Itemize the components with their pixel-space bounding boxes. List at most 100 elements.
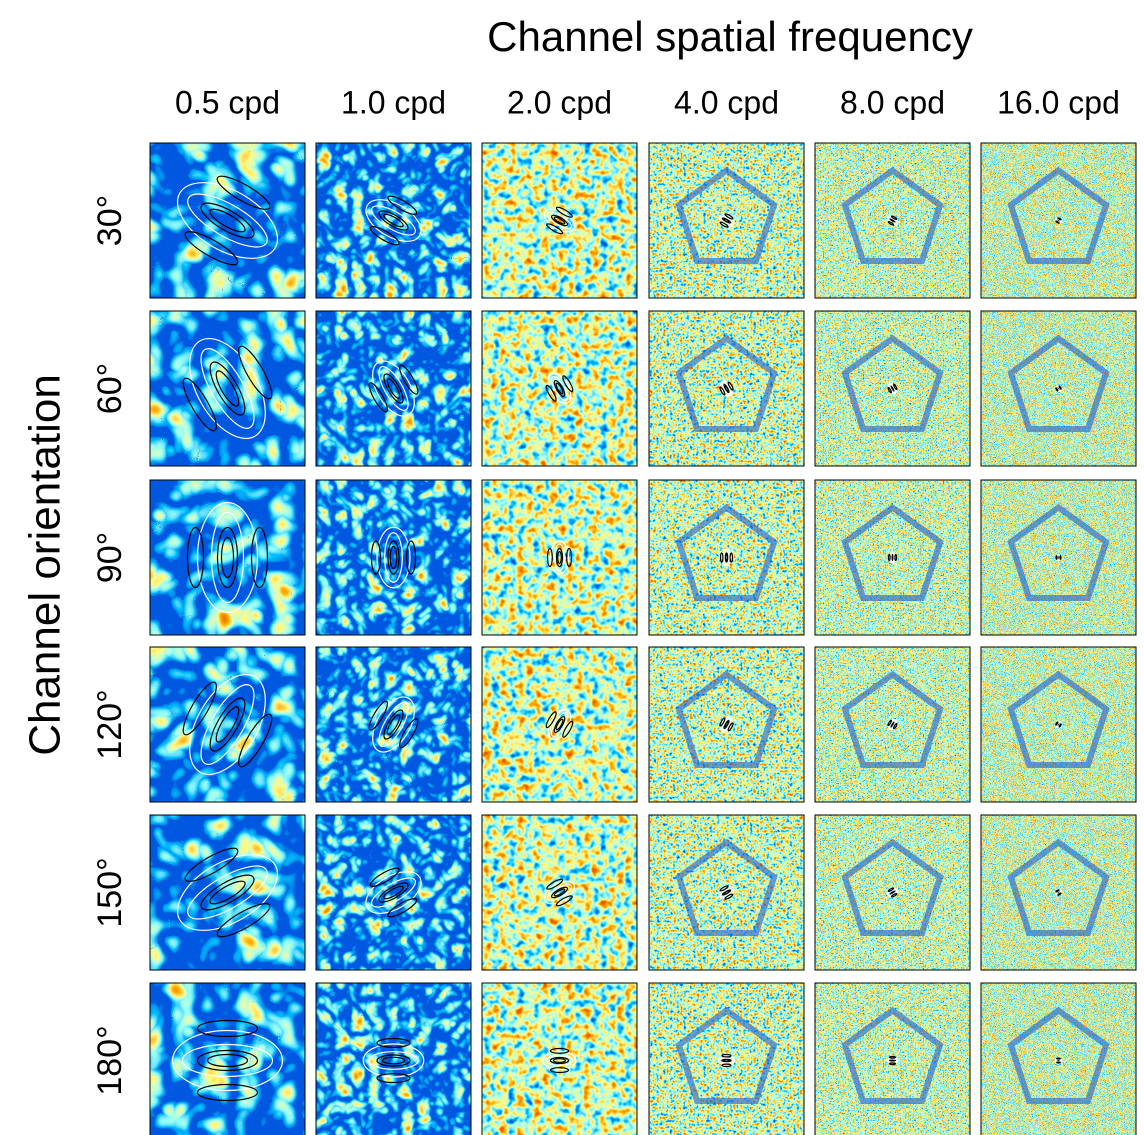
contour xyxy=(1057,892,1062,896)
panel-image xyxy=(316,983,471,1135)
pentagon-outline xyxy=(1007,334,1110,432)
contour xyxy=(362,1043,425,1078)
contour xyxy=(200,874,255,911)
contour xyxy=(189,673,266,776)
contour xyxy=(171,1029,284,1092)
contour xyxy=(725,553,728,562)
contour xyxy=(365,199,422,242)
contour xyxy=(200,684,255,765)
panel-border xyxy=(980,310,1137,467)
contour xyxy=(1055,555,1058,560)
phase-map-panel xyxy=(648,142,805,299)
filter-contours xyxy=(718,885,735,900)
contour xyxy=(721,381,732,396)
panel-border xyxy=(980,982,1137,1135)
contour xyxy=(887,1058,898,1063)
phase-map-panel xyxy=(315,646,472,803)
panel-image xyxy=(150,311,305,466)
contour xyxy=(889,1059,896,1062)
contour xyxy=(399,718,419,749)
contour xyxy=(1055,889,1060,893)
phase-map-panel xyxy=(814,142,971,299)
row-label: 150° xyxy=(91,857,129,927)
phase-map-panel xyxy=(481,310,638,467)
panel-border xyxy=(315,814,472,971)
contour xyxy=(550,375,569,402)
contour xyxy=(182,377,217,432)
panel-border xyxy=(980,142,1137,299)
contour xyxy=(724,721,729,728)
contour xyxy=(727,722,734,732)
contour xyxy=(186,526,205,589)
phase-map-panel xyxy=(648,310,805,467)
contour xyxy=(550,886,569,899)
contour xyxy=(545,711,557,729)
filter-contours xyxy=(176,175,279,266)
phase-map-panel xyxy=(648,646,805,803)
column-label: 16.0 cpd xyxy=(997,84,1120,120)
contour xyxy=(890,386,895,391)
contour xyxy=(547,372,572,405)
contour xyxy=(724,893,734,900)
filter-contours xyxy=(717,1053,736,1068)
contour xyxy=(369,867,400,887)
contour xyxy=(176,182,279,259)
filter-contours xyxy=(719,548,734,567)
filter-contours xyxy=(887,551,898,564)
phase-map-panel xyxy=(980,982,1137,1135)
panel-image xyxy=(649,647,804,802)
panel-border xyxy=(149,310,306,467)
contour xyxy=(889,383,896,394)
panel-image xyxy=(316,647,471,802)
contour xyxy=(1058,723,1062,728)
contour xyxy=(566,547,573,568)
contour xyxy=(549,1067,570,1074)
phase-map-panel xyxy=(814,814,971,971)
phase-map-panel xyxy=(315,982,472,1135)
contour xyxy=(381,1056,406,1065)
contour xyxy=(187,865,268,920)
panel-image xyxy=(482,143,637,298)
filter-contours xyxy=(1055,720,1062,729)
contour xyxy=(557,550,562,565)
panel-image xyxy=(482,815,637,970)
contour xyxy=(196,501,259,614)
contour xyxy=(555,895,573,907)
panel-border xyxy=(149,142,306,299)
contour xyxy=(387,898,418,918)
phase-map-panel xyxy=(149,814,306,971)
panel-image xyxy=(150,815,305,970)
contour xyxy=(376,1037,411,1048)
contour xyxy=(887,887,895,892)
contour xyxy=(553,888,566,897)
contour xyxy=(176,854,279,931)
panel-border xyxy=(814,310,971,467)
filter-contours xyxy=(171,1019,284,1102)
contour xyxy=(376,1073,411,1084)
contour xyxy=(727,381,734,391)
panel-border xyxy=(648,982,805,1135)
contour xyxy=(383,709,404,740)
filter-contours xyxy=(1055,553,1062,562)
pentagon-outline xyxy=(1007,503,1110,601)
contour xyxy=(546,211,573,230)
contour xyxy=(549,1047,570,1054)
pentagon-outline xyxy=(841,838,944,936)
contour xyxy=(371,205,416,236)
phase-map-panel xyxy=(648,814,805,971)
contour xyxy=(721,1053,732,1058)
phase-map-panel xyxy=(980,479,1137,636)
panel-border xyxy=(648,479,805,636)
contour xyxy=(387,540,400,575)
contour xyxy=(724,385,729,392)
contour xyxy=(721,548,732,567)
phase-map-panel xyxy=(814,646,971,803)
pentagon-outline xyxy=(675,670,778,768)
column-label: 4.0 cpd xyxy=(674,84,779,120)
contour xyxy=(890,215,898,220)
contour xyxy=(389,545,398,570)
contour xyxy=(220,536,235,579)
contour xyxy=(894,553,898,562)
contour xyxy=(888,1062,897,1066)
filter-contours xyxy=(368,696,419,753)
